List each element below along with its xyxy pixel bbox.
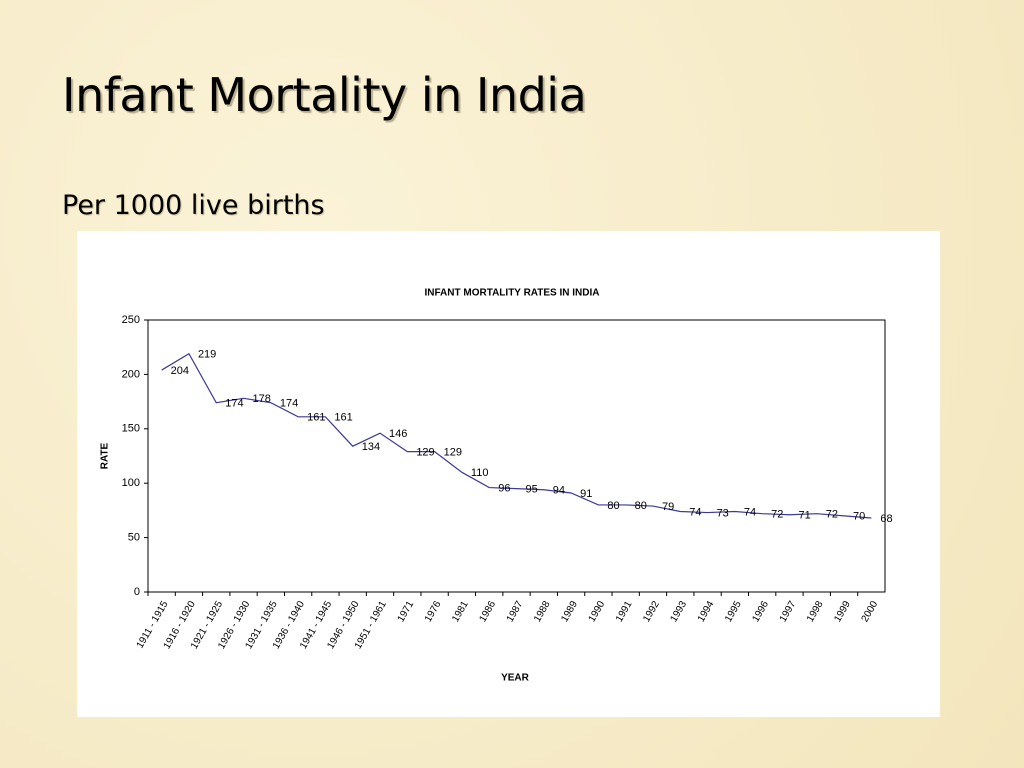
data-label: 95 [526,484,538,496]
data-label: 129 [416,447,434,459]
data-label: 71 [798,510,810,522]
data-label: 134 [362,441,380,453]
slide-title: Infant Mortality in India [62,68,587,122]
data-label: 129 [444,447,462,459]
y-tick-label: 250 [122,314,140,326]
slide-subtitle: Per 1000 live births [62,190,325,221]
y-tick-label: 50 [128,532,140,544]
data-label: 174 [225,398,243,410]
data-label: 79 [662,501,674,513]
data-label: 96 [498,482,510,494]
data-label: 80 [607,500,619,512]
data-label: 68 [880,513,892,525]
data-label: 110 [471,467,489,479]
chart-area [77,231,940,717]
data-label: 80 [635,500,647,512]
data-label: 219 [198,349,216,361]
data-label: 73 [717,507,729,519]
data-label: 72 [826,509,838,521]
data-label: 94 [553,485,565,497]
y-tick-label: 150 [122,423,140,435]
data-label: 74 [744,506,756,518]
data-label: 174 [280,398,298,410]
data-label: 204 [171,365,189,377]
y-tick-label: 0 [134,586,140,598]
data-label: 161 [334,412,352,424]
x-axis-title: YEAR [501,673,530,684]
data-label: 72 [771,509,783,521]
data-label: 74 [689,506,701,518]
data-label: 178 [253,393,271,405]
y-tick-label: 200 [122,368,140,380]
y-axis-title: RATE [100,442,111,469]
y-tick-label: 100 [122,477,140,489]
line [161,352,872,519]
data-label: 70 [853,511,865,523]
plot-area [147,319,886,593]
data-label: 161 [307,412,325,424]
data-label: 91 [580,488,592,500]
chart-title: INFANT MORTALITY RATES IN INDIA [425,288,600,299]
data-label: 146 [389,428,407,440]
